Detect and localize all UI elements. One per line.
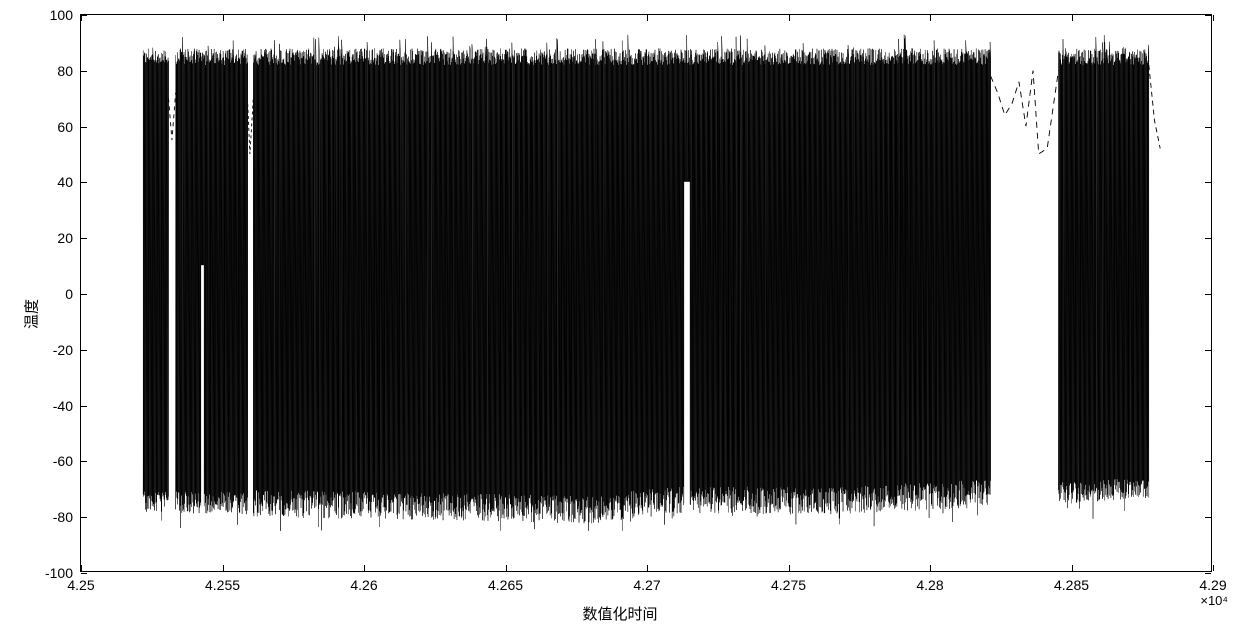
y-tick-label: -80 (53, 509, 81, 525)
x-tick-mark (506, 15, 507, 21)
y-tick-mark (1205, 127, 1211, 128)
y-tick-label: 40 (57, 174, 81, 190)
chart-series (81, 15, 1211, 571)
x-tick-label: 4.25 (67, 571, 94, 593)
x-tick-mark (1072, 565, 1073, 571)
y-tick-label: 100 (50, 7, 81, 23)
y-tick-label: 60 (57, 119, 81, 135)
x-axis-exponent: ×10⁴ (1200, 593, 1228, 608)
x-tick-mark (789, 565, 790, 571)
x-tick-label: 4.28 (916, 571, 943, 593)
y-tick-mark (81, 350, 87, 351)
x-tick-mark (1213, 15, 1214, 21)
x-tick-mark (789, 15, 790, 21)
x-tick-mark (647, 565, 648, 571)
plot-area: -100-80-60-40-200204060801004.254.2554.2… (80, 14, 1212, 572)
x-tick-mark (223, 565, 224, 571)
x-tick-label: 4.29 (1199, 571, 1226, 593)
x-tick-mark (81, 565, 82, 571)
x-tick-mark (223, 15, 224, 21)
y-tick-label: -40 (53, 398, 81, 414)
y-tick-mark (1205, 461, 1211, 462)
x-tick-label: 4.255 (205, 571, 240, 593)
y-tick-mark (81, 517, 87, 518)
y-tick-label: 80 (57, 63, 81, 79)
x-tick-label: 4.285 (1054, 571, 1089, 593)
y-tick-mark (1205, 182, 1211, 183)
y-tick-mark (81, 238, 87, 239)
x-tick-mark (364, 565, 365, 571)
y-tick-label: -60 (53, 453, 81, 469)
y-tick-mark (1205, 15, 1211, 16)
y-tick-mark (1205, 238, 1211, 239)
y-axis-label: 温度 (21, 299, 42, 329)
y-tick-mark (81, 406, 87, 407)
x-tick-label: 4.26 (350, 571, 377, 593)
x-tick-mark (930, 565, 931, 571)
y-tick-mark (81, 127, 87, 128)
x-tick-mark (506, 565, 507, 571)
y-tick-mark (81, 182, 87, 183)
y-tick-mark (81, 461, 87, 462)
y-tick-mark (81, 294, 87, 295)
x-tick-mark (1072, 15, 1073, 21)
x-tick-mark (647, 15, 648, 21)
x-tick-mark (930, 15, 931, 21)
y-tick-label: 0 (65, 286, 81, 302)
y-tick-mark (1205, 71, 1211, 72)
x-tick-label: 4.265 (488, 571, 523, 593)
figure: -100-80-60-40-200204060801004.254.2554.2… (0, 0, 1240, 628)
x-tick-mark (364, 15, 365, 21)
y-tick-mark (1205, 406, 1211, 407)
y-tick-mark (1205, 350, 1211, 351)
y-tick-label: 20 (57, 230, 81, 246)
x-axis-label: 数值化时间 (582, 603, 657, 624)
x-tick-label: 4.27 (633, 571, 660, 593)
y-tick-mark (81, 71, 87, 72)
x-tick-label: 4.275 (771, 571, 806, 593)
y-tick-mark (1205, 517, 1211, 518)
y-tick-label: -20 (53, 342, 81, 358)
x-tick-mark (1213, 565, 1214, 571)
y-tick-mark (1205, 294, 1211, 295)
x-tick-mark (81, 15, 82, 21)
